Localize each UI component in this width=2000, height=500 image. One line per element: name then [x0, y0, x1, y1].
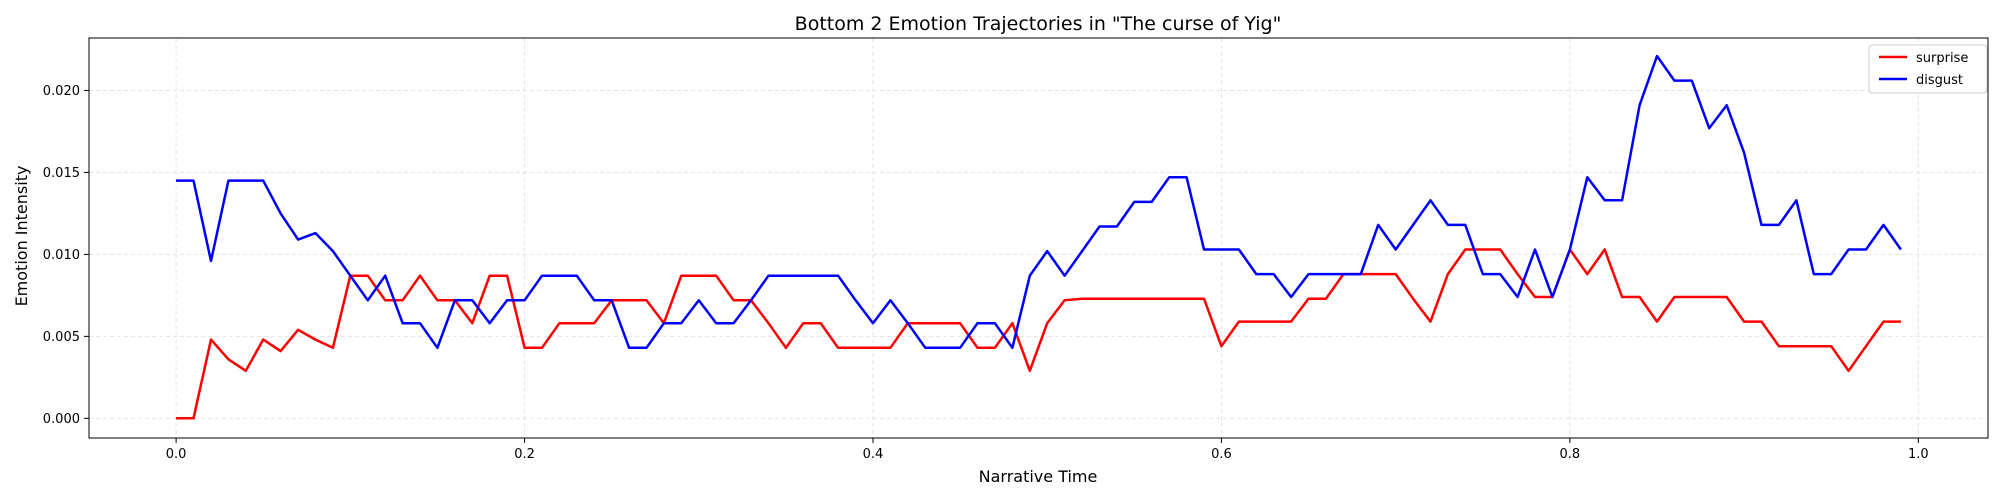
y-tick-label: 0.010 [43, 248, 80, 263]
y-tick-label: 0.020 [43, 84, 80, 99]
grid-lines [89, 38, 1988, 438]
chart-title: Bottom 2 Emotion Trajectories in "The cu… [795, 13, 1282, 35]
x-axis-ticks: 0.0 0.2 0.4 0.6 0.8 1.0 [166, 438, 1929, 462]
y-axis-ticks: 0.000 0.005 0.010 0.015 0.020 [43, 84, 89, 427]
legend: surprise disgust [1868, 44, 1988, 94]
x-tick-label: 0.0 [166, 447, 187, 462]
y-tick-label: 0.000 [43, 412, 80, 427]
y-axis-label: Emotion Intensity [12, 166, 31, 307]
legend-label-surprise: surprise [1916, 51, 1968, 66]
legend-label-disgust: disgust [1916, 73, 1963, 88]
plot-frame [88, 37, 1989, 439]
series-line-disgust [176, 54, 1902, 350]
y-tick-label: 0.005 [43, 330, 80, 345]
x-tick-label: 0.8 [1560, 447, 1581, 462]
y-tick-label: 0.015 [43, 166, 80, 181]
x-tick-label: 0.6 [1211, 447, 1232, 462]
x-tick-label: 0.4 [863, 447, 884, 462]
series-line-surprise [176, 248, 1901, 420]
series-lines [176, 54, 1902, 420]
x-axis-label: Narrative Time [979, 467, 1098, 486]
x-tick-label: 0.2 [514, 447, 535, 462]
x-tick-label: 1.0 [1908, 447, 1929, 462]
